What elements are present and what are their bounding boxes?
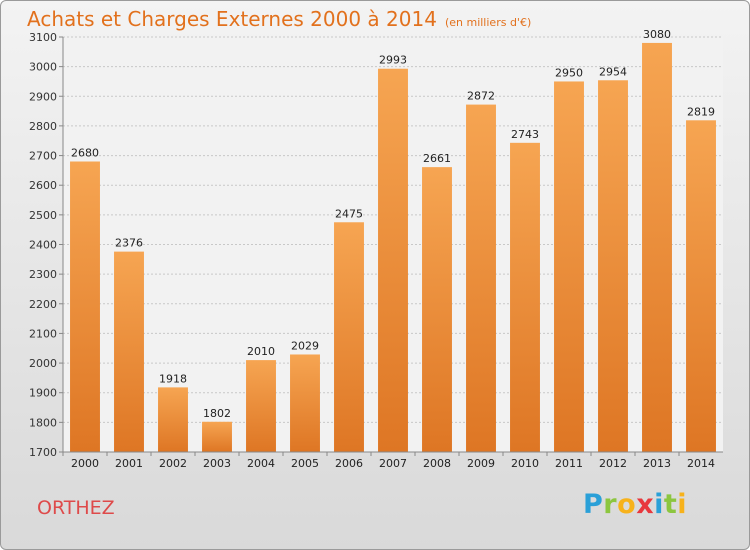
x-tick-label-2013: 2013 bbox=[643, 457, 671, 470]
data-label-2004: 2010 bbox=[247, 345, 275, 358]
x-tick-label-2007: 2007 bbox=[379, 457, 407, 470]
logo-letter: i bbox=[654, 489, 664, 520]
bar-2004 bbox=[246, 360, 276, 452]
bar-2007 bbox=[378, 68, 408, 452]
y-tick-label: 1800 bbox=[29, 416, 57, 429]
data-label-2003: 1802 bbox=[203, 407, 231, 420]
bar-2001 bbox=[114, 251, 144, 452]
y-tick-label: 2000 bbox=[29, 357, 57, 370]
data-label-2009: 2872 bbox=[467, 90, 495, 103]
x-tick-label-2006: 2006 bbox=[335, 457, 363, 470]
bar-2011 bbox=[554, 81, 584, 452]
x-tick-label-2001: 2001 bbox=[115, 457, 143, 470]
y-tick-label: 2900 bbox=[29, 90, 57, 103]
data-label-2013: 3080 bbox=[643, 28, 671, 41]
y-tick-label: 2400 bbox=[29, 239, 57, 252]
data-label-2002: 1918 bbox=[159, 372, 187, 385]
y-tick-label: 2100 bbox=[29, 327, 57, 340]
data-label-2014: 2819 bbox=[687, 105, 715, 118]
x-tick-label-2014: 2014 bbox=[687, 457, 715, 470]
logo-letter: x bbox=[636, 489, 655, 520]
bar-2014 bbox=[686, 120, 716, 453]
data-label-2001: 2376 bbox=[115, 237, 143, 250]
data-label-2010: 2743 bbox=[511, 128, 539, 141]
bar-2000 bbox=[70, 161, 100, 452]
bar-2013 bbox=[642, 42, 672, 453]
bar-2012 bbox=[598, 80, 628, 453]
chart-title-text: Achats et Charges Externes 2000 à 2014 bbox=[27, 7, 437, 31]
bar-2002 bbox=[158, 387, 188, 452]
data-label-2007: 2993 bbox=[379, 54, 407, 67]
y-tick-label: 2800 bbox=[29, 120, 57, 133]
logo-letter: o bbox=[617, 489, 637, 520]
y-tick-label: 3000 bbox=[29, 61, 57, 74]
x-tick-label-2000: 2000 bbox=[71, 457, 99, 470]
logo-letter: t bbox=[663, 489, 678, 520]
data-label-2011: 2950 bbox=[555, 66, 583, 79]
x-tick-label-2004: 2004 bbox=[247, 457, 275, 470]
x-tick-label-2005: 2005 bbox=[291, 457, 319, 470]
y-tick-label: 2500 bbox=[29, 209, 57, 222]
chart-title: Achats et Charges Externes 2000 à 2014 (e… bbox=[27, 7, 531, 31]
logo-letter: r bbox=[603, 489, 618, 520]
y-tick-label: 2700 bbox=[29, 150, 57, 163]
x-tick-label-2009: 2009 bbox=[467, 457, 495, 470]
x-tick-label-2008: 2008 bbox=[423, 457, 451, 470]
data-label-2008: 2661 bbox=[423, 152, 451, 165]
data-label-2012: 2954 bbox=[599, 65, 627, 78]
x-tick-label-2011: 2011 bbox=[555, 457, 583, 470]
x-tick-label-2002: 2002 bbox=[159, 457, 187, 470]
y-tick-label: 1700 bbox=[29, 446, 57, 459]
bar-2009 bbox=[466, 104, 496, 452]
data-label-2006: 2475 bbox=[335, 207, 363, 220]
x-tick-label-2012: 2012 bbox=[599, 457, 627, 470]
logo-letter: i bbox=[677, 489, 688, 520]
y-tick-label: 3100 bbox=[29, 31, 57, 44]
y-tick-label: 1900 bbox=[29, 387, 57, 400]
bar-2003 bbox=[202, 421, 232, 452]
y-tick-label: 2200 bbox=[29, 298, 57, 311]
proxiti-logo: Proxiti bbox=[583, 489, 687, 520]
bar-2010 bbox=[510, 142, 540, 452]
city-name: ORTHEZ bbox=[37, 497, 115, 519]
x-tick-label-2003: 2003 bbox=[203, 457, 231, 470]
data-label-2005: 2029 bbox=[291, 339, 319, 352]
x-tick-label-2010: 2010 bbox=[511, 457, 539, 470]
y-tick-label: 2600 bbox=[29, 179, 57, 192]
chart-subtitle: (en milliers d'€) bbox=[444, 16, 532, 29]
bar-2008 bbox=[422, 167, 452, 452]
bar-2005 bbox=[290, 354, 320, 452]
logo-letter: P bbox=[583, 489, 604, 520]
y-tick-label: 2300 bbox=[29, 268, 57, 281]
data-label-2000: 2680 bbox=[71, 147, 99, 160]
bar-2006 bbox=[334, 222, 364, 452]
